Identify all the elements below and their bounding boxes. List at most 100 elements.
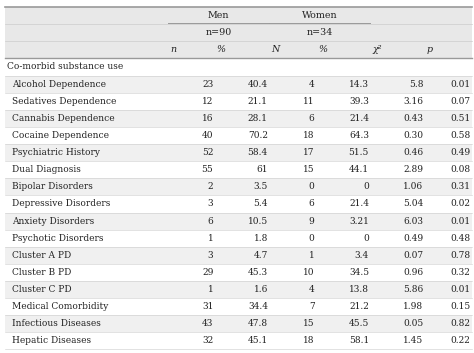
Bar bbox=[5, 196, 472, 213]
Text: 17: 17 bbox=[303, 148, 315, 157]
Text: 6.03: 6.03 bbox=[403, 217, 424, 226]
Text: 58.1: 58.1 bbox=[349, 336, 369, 345]
Text: 0.78: 0.78 bbox=[450, 251, 470, 260]
Bar bbox=[5, 161, 472, 178]
Text: 0: 0 bbox=[309, 183, 315, 191]
Text: 12: 12 bbox=[202, 97, 213, 106]
Text: 21.2: 21.2 bbox=[349, 302, 369, 311]
Text: 3: 3 bbox=[208, 199, 213, 208]
Text: 3.21: 3.21 bbox=[349, 217, 369, 226]
Text: 28.1: 28.1 bbox=[248, 114, 268, 123]
Text: Cluster B PD: Cluster B PD bbox=[12, 268, 72, 277]
Text: Men: Men bbox=[208, 11, 229, 20]
Text: 4: 4 bbox=[309, 285, 315, 294]
Bar bbox=[5, 178, 472, 196]
Text: 55: 55 bbox=[201, 165, 213, 174]
Text: 21.4: 21.4 bbox=[349, 114, 369, 123]
Text: 3.4: 3.4 bbox=[355, 251, 369, 260]
Text: 1.06: 1.06 bbox=[403, 183, 424, 191]
Text: χ²: χ² bbox=[373, 46, 382, 54]
Text: 39.3: 39.3 bbox=[349, 97, 369, 106]
Text: 0.32: 0.32 bbox=[450, 268, 470, 277]
Bar bbox=[5, 58, 472, 76]
Text: 9: 9 bbox=[309, 217, 315, 226]
Text: 1: 1 bbox=[208, 234, 213, 243]
Text: 1.45: 1.45 bbox=[403, 336, 424, 345]
Text: 3.5: 3.5 bbox=[254, 183, 268, 191]
Bar bbox=[5, 24, 472, 41]
Text: 18: 18 bbox=[303, 131, 315, 140]
Text: Cluster A PD: Cluster A PD bbox=[12, 251, 72, 260]
Text: 0: 0 bbox=[363, 183, 369, 191]
Text: 70.2: 70.2 bbox=[248, 131, 268, 140]
Bar bbox=[5, 7, 472, 24]
Text: 0.49: 0.49 bbox=[403, 234, 424, 243]
Text: 4.7: 4.7 bbox=[254, 251, 268, 260]
Text: 29: 29 bbox=[202, 268, 213, 277]
Text: 44.1: 44.1 bbox=[349, 165, 369, 174]
Text: 0.01: 0.01 bbox=[450, 80, 470, 89]
Text: 52: 52 bbox=[202, 148, 213, 157]
Text: 0.46: 0.46 bbox=[403, 148, 424, 157]
Text: Co-morbid substance use: Co-morbid substance use bbox=[7, 62, 123, 71]
Text: 0.15: 0.15 bbox=[450, 302, 470, 311]
Text: Bipolar Disorders: Bipolar Disorders bbox=[12, 183, 93, 191]
Text: 0.30: 0.30 bbox=[403, 131, 424, 140]
Text: 1.6: 1.6 bbox=[254, 285, 268, 294]
Text: 0.51: 0.51 bbox=[450, 114, 470, 123]
Bar bbox=[5, 92, 472, 110]
Text: 0: 0 bbox=[363, 234, 369, 243]
Text: 47.8: 47.8 bbox=[248, 319, 268, 328]
Text: n=90: n=90 bbox=[206, 28, 232, 37]
Text: 0.05: 0.05 bbox=[403, 319, 424, 328]
Text: N: N bbox=[271, 46, 280, 54]
Text: 23: 23 bbox=[202, 80, 213, 89]
Text: 0.02: 0.02 bbox=[450, 199, 470, 208]
Text: 61: 61 bbox=[256, 165, 268, 174]
Text: Psychotic Disorders: Psychotic Disorders bbox=[12, 234, 104, 243]
Text: 2.89: 2.89 bbox=[403, 165, 424, 174]
Text: 0.48: 0.48 bbox=[450, 234, 470, 243]
Text: 0.07: 0.07 bbox=[450, 97, 470, 106]
Text: 6: 6 bbox=[309, 114, 315, 123]
Bar bbox=[5, 281, 472, 298]
Text: 0.01: 0.01 bbox=[450, 285, 470, 294]
Bar bbox=[5, 247, 472, 264]
Text: 5.4: 5.4 bbox=[254, 199, 268, 208]
Text: 0.01: 0.01 bbox=[450, 217, 470, 226]
Text: 31: 31 bbox=[202, 302, 213, 311]
Text: Depressive Disorders: Depressive Disorders bbox=[12, 199, 111, 208]
Bar bbox=[5, 333, 472, 349]
Text: Infectious Diseases: Infectious Diseases bbox=[12, 319, 101, 328]
Text: 11: 11 bbox=[303, 97, 315, 106]
Bar bbox=[5, 110, 472, 127]
Text: 15: 15 bbox=[303, 319, 315, 328]
Text: Dual Diagnosis: Dual Diagnosis bbox=[12, 165, 81, 174]
Text: %: % bbox=[217, 46, 226, 54]
Text: 13.8: 13.8 bbox=[349, 285, 369, 294]
Text: 1.8: 1.8 bbox=[254, 234, 268, 243]
Text: 5.86: 5.86 bbox=[403, 285, 424, 294]
Text: 45.3: 45.3 bbox=[248, 268, 268, 277]
Text: 14.3: 14.3 bbox=[349, 80, 369, 89]
Text: 3: 3 bbox=[208, 251, 213, 260]
Text: 16: 16 bbox=[202, 114, 213, 123]
Bar bbox=[5, 230, 472, 247]
Text: 0.07: 0.07 bbox=[403, 251, 424, 260]
Text: 43: 43 bbox=[202, 319, 213, 328]
Text: 10.5: 10.5 bbox=[247, 217, 268, 226]
Text: %: % bbox=[318, 46, 327, 54]
Text: 0.58: 0.58 bbox=[450, 131, 470, 140]
Text: 3.16: 3.16 bbox=[403, 97, 424, 106]
Text: Alcohol Dependence: Alcohol Dependence bbox=[12, 80, 106, 89]
Text: 6: 6 bbox=[208, 217, 213, 226]
Text: Women: Women bbox=[302, 11, 337, 20]
Text: p: p bbox=[427, 46, 433, 54]
Text: 45.5: 45.5 bbox=[349, 319, 369, 328]
Bar bbox=[5, 298, 472, 315]
Text: 10: 10 bbox=[303, 268, 315, 277]
Text: 5.8: 5.8 bbox=[409, 80, 424, 89]
Text: 0.49: 0.49 bbox=[450, 148, 470, 157]
Text: 21.4: 21.4 bbox=[349, 199, 369, 208]
Text: 0.08: 0.08 bbox=[450, 165, 470, 174]
